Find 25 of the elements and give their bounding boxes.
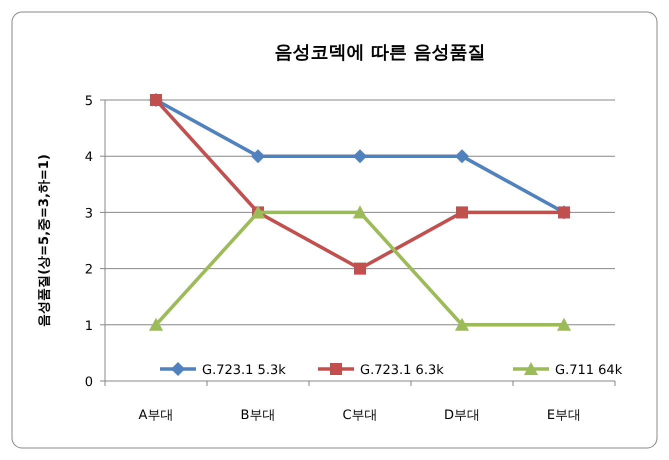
y-tick-label: 3 <box>84 206 93 222</box>
point <box>149 318 163 331</box>
x-tick-label: D부대 <box>444 408 480 423</box>
point <box>456 206 468 218</box>
point <box>251 149 265 164</box>
point <box>557 318 571 331</box>
x-tick-label: E부대 <box>546 408 582 423</box>
y-tick-label: 0 <box>84 375 93 390</box>
y-tick-label: 1 <box>84 318 93 334</box>
point <box>353 149 367 164</box>
x-tick-label: A부대 <box>138 408 174 423</box>
y-tick-label: 4 <box>84 150 93 166</box>
legend-label: G.723.1 6.3k <box>360 363 444 378</box>
y-tick-label: 5 <box>84 94 93 109</box>
x-tick-label: C부대 <box>342 408 378 423</box>
point <box>455 318 469 331</box>
legend-label: G.723.1 5.3k <box>202 363 286 378</box>
legend-label: G.711 64k <box>555 363 623 378</box>
point <box>353 205 367 218</box>
point <box>354 262 366 275</box>
x-tick-label: B부대 <box>240 408 276 423</box>
chart-title: 음성코덱에 따른 음성품질 <box>274 42 486 63</box>
y-axis-title: 음성품질(상=5,중=3,하=1) <box>37 154 52 327</box>
point <box>455 149 469 164</box>
y-tick-label: 2 <box>84 262 93 278</box>
